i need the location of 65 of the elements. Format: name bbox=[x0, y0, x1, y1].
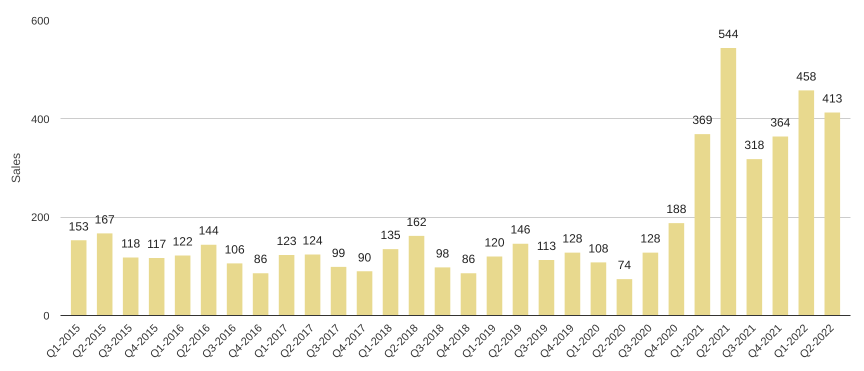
data-label: 162 bbox=[406, 214, 427, 229]
y-tick-label: 0 bbox=[43, 310, 50, 322]
y-axis-title: Sales bbox=[9, 152, 24, 184]
data-label: 99 bbox=[332, 246, 346, 260]
y-tick-label: 400 bbox=[31, 114, 50, 126]
bar bbox=[512, 244, 528, 316]
bar bbox=[408, 236, 424, 316]
bar bbox=[278, 255, 294, 316]
data-label: 124 bbox=[302, 234, 323, 248]
data-label: 135 bbox=[380, 228, 401, 242]
data-label: 153 bbox=[68, 219, 90, 234]
y-tick-label: 200 bbox=[31, 212, 50, 224]
bar bbox=[668, 223, 684, 316]
bar bbox=[772, 136, 788, 316]
bar bbox=[746, 159, 762, 316]
bar bbox=[824, 112, 840, 316]
data-label: 128 bbox=[640, 232, 661, 246]
bar bbox=[96, 233, 112, 316]
bar bbox=[200, 244, 216, 316]
bar bbox=[486, 256, 502, 316]
data-label: 113 bbox=[536, 238, 556, 253]
data-label: 318 bbox=[744, 138, 765, 152]
data-label: 122 bbox=[172, 234, 193, 249]
data-label: 458 bbox=[796, 69, 817, 84]
bar bbox=[642, 252, 658, 316]
data-label: 369 bbox=[692, 113, 713, 128]
bar bbox=[122, 257, 138, 316]
bar bbox=[304, 254, 320, 316]
data-label: 364 bbox=[770, 116, 791, 130]
bar bbox=[174, 256, 190, 316]
data-label: 74 bbox=[618, 258, 632, 272]
data-label: 106 bbox=[224, 242, 245, 256]
data-label: 86 bbox=[462, 252, 476, 266]
bar bbox=[538, 260, 554, 316]
data-label: 108 bbox=[588, 241, 609, 256]
bar bbox=[356, 271, 372, 316]
bar bbox=[70, 240, 86, 316]
bar bbox=[226, 263, 242, 316]
data-label: 167 bbox=[94, 212, 116, 226]
y-tick-label: 600 bbox=[31, 16, 50, 28]
data-label: 118 bbox=[121, 236, 141, 250]
data-label: 123 bbox=[276, 234, 297, 248]
bar bbox=[564, 252, 580, 316]
data-label: 544 bbox=[718, 27, 739, 42]
bar bbox=[434, 267, 450, 316]
bar bbox=[330, 266, 346, 316]
bar bbox=[382, 249, 398, 316]
bar bbox=[798, 90, 814, 316]
bar bbox=[720, 48, 736, 316]
bar bbox=[148, 258, 164, 316]
bar bbox=[694, 134, 710, 316]
data-label: 90 bbox=[358, 250, 372, 264]
data-label: 128 bbox=[562, 232, 583, 246]
data-label: 98 bbox=[436, 246, 450, 260]
bar bbox=[460, 273, 476, 316]
data-label: 117 bbox=[147, 236, 167, 251]
data-label: 144 bbox=[198, 224, 219, 238]
bar bbox=[616, 279, 632, 316]
data-label: 188 bbox=[666, 202, 687, 216]
data-label: 120 bbox=[484, 236, 505, 250]
data-label: 413 bbox=[822, 91, 843, 106]
bar bbox=[252, 273, 268, 316]
data-label: 86 bbox=[254, 252, 268, 266]
bar bbox=[590, 262, 606, 316]
data-label: 146 bbox=[510, 222, 531, 237]
